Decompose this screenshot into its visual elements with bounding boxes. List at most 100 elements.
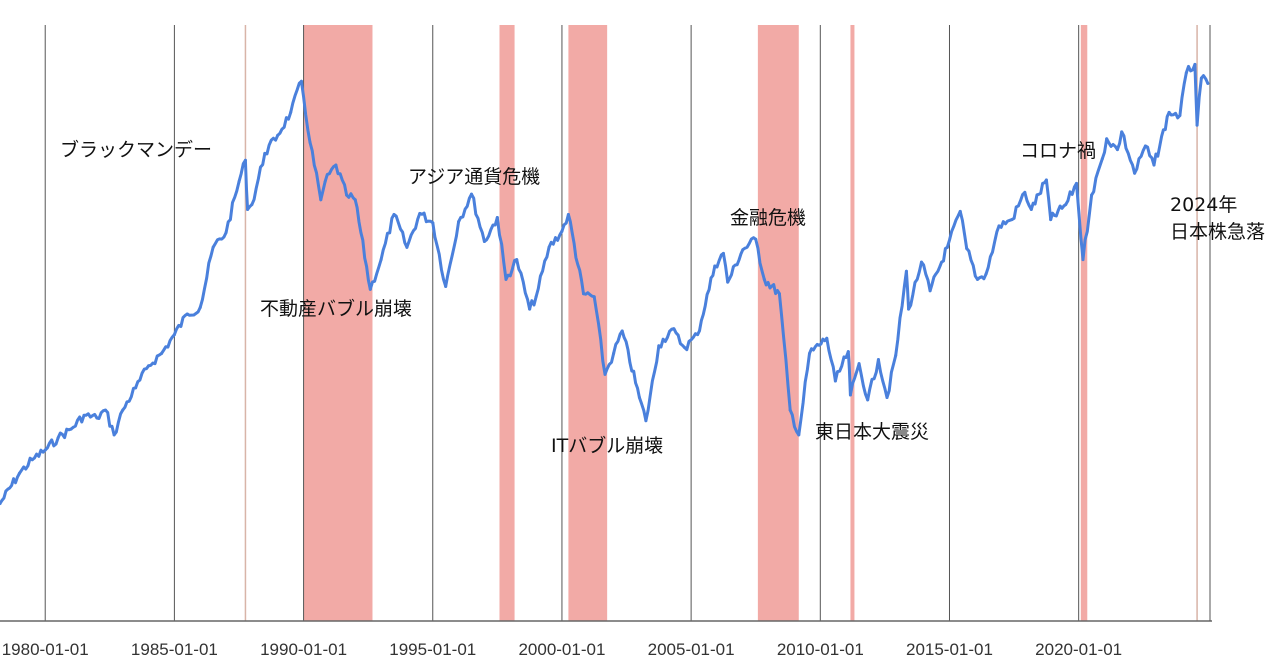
data-point: [0, 502, 2, 506]
x-tick-label: 2000-01-01: [518, 640, 605, 659]
data-point: [30, 458, 34, 462]
data-point: [1133, 171, 1137, 175]
shaded-periods: [303, 25, 1088, 621]
data-point: [1120, 130, 1124, 134]
data-point: [696, 333, 700, 337]
data-point: [211, 245, 215, 249]
shaded-period: [568, 25, 608, 621]
data-point: [1178, 113, 1182, 117]
data-point: [1152, 163, 1156, 167]
x-tick-label: 2005-01-01: [648, 640, 735, 659]
data-point: [857, 362, 861, 366]
data-point: [198, 306, 202, 310]
data-point: [866, 398, 870, 402]
data-point: [43, 448, 47, 452]
data-point: [560, 229, 564, 233]
data-point: [754, 237, 758, 241]
data-point: [392, 212, 396, 216]
data-point: [808, 352, 812, 356]
data-point: [289, 110, 293, 114]
data-point: [1115, 148, 1119, 152]
data-point: [683, 346, 687, 350]
data-point: [788, 408, 792, 412]
data-point: [299, 79, 303, 83]
data-point: [134, 386, 138, 390]
data-point: [444, 284, 448, 288]
data-point: [547, 245, 551, 249]
data-point: [319, 198, 323, 202]
data-point: [368, 287, 372, 291]
data-point: [103, 408, 107, 412]
data-point: [323, 180, 327, 184]
data-point: [907, 307, 911, 311]
data-point: [713, 264, 717, 268]
data-point: [1075, 181, 1079, 185]
data-point: [894, 354, 898, 358]
data-point: [1044, 178, 1048, 182]
x-tick-label: 1990-01-01: [260, 640, 347, 659]
data-point: [919, 260, 923, 264]
data-point: [762, 277, 766, 281]
data-point: [405, 245, 409, 249]
annotation-black-monday: ブラックマンデー: [60, 139, 213, 161]
data-point: [885, 395, 889, 399]
data-point: [958, 209, 962, 213]
data-point: [147, 364, 151, 368]
data-point: [721, 251, 725, 255]
annotation-earthquake: 東日本大震災: [815, 421, 930, 443]
data-point: [603, 372, 607, 376]
x-grid-lines: [44, 25, 1080, 621]
data-point: [112, 433, 116, 437]
data-point: [1010, 218, 1014, 222]
annotation-it-bubble: ITバブル崩壊: [551, 435, 664, 457]
data-point: [644, 419, 648, 423]
data-point: [353, 198, 357, 202]
series-points: [0, 62, 1210, 506]
shaded-period: [1080, 25, 1088, 621]
data-point: [69, 427, 73, 431]
data-point: [1206, 81, 1210, 85]
shaded-period: [757, 25, 799, 621]
x-tick-label: 1985-01-01: [131, 640, 218, 659]
data-point: [833, 379, 837, 383]
data-point: [904, 269, 908, 273]
data-point: [1049, 218, 1053, 222]
data-point: [797, 433, 801, 437]
data-point: [1029, 207, 1033, 211]
data-point: [185, 312, 189, 316]
data-point: [504, 277, 508, 281]
series-line: [0, 62, 1210, 505]
data-point: [612, 352, 616, 356]
annotation-corona: コロナ禍: [1020, 140, 1097, 162]
data-point: [997, 224, 1001, 228]
x-tick-labels: 1980-01-01 1985-01-01 1990-01-01 1995-01-01…: [2, 640, 1122, 659]
annotation-asian-crisis: アジア通貨危機: [408, 166, 541, 188]
data-point: [308, 140, 312, 144]
data-point: [1100, 157, 1104, 161]
data-point: [1167, 110, 1171, 114]
data-point: [670, 327, 674, 331]
x-tick-label: 2015-01-01: [906, 640, 993, 659]
data-point: [566, 212, 570, 216]
data-point: [528, 307, 532, 311]
data-point: [457, 220, 461, 224]
data-point: [657, 344, 661, 348]
data-point: [263, 151, 267, 155]
data-point: [1193, 62, 1197, 66]
shaded-period: [850, 25, 855, 621]
data-point: [534, 295, 538, 299]
data-point: [121, 408, 125, 412]
data-point: [1023, 190, 1027, 194]
data-point: [1090, 193, 1094, 197]
data-point: [741, 248, 745, 252]
data-point: [637, 395, 641, 399]
data-point: [945, 245, 949, 249]
data-point: [1195, 123, 1199, 127]
data-point: [418, 211, 422, 215]
annotation-2024-year: 2024年: [1170, 194, 1238, 216]
data-point: [56, 436, 60, 440]
event-lines: [244, 25, 1198, 621]
data-point: [345, 193, 349, 197]
annotation-2024-crash: 日本株急落: [1170, 221, 1266, 243]
data-point: [876, 358, 880, 362]
